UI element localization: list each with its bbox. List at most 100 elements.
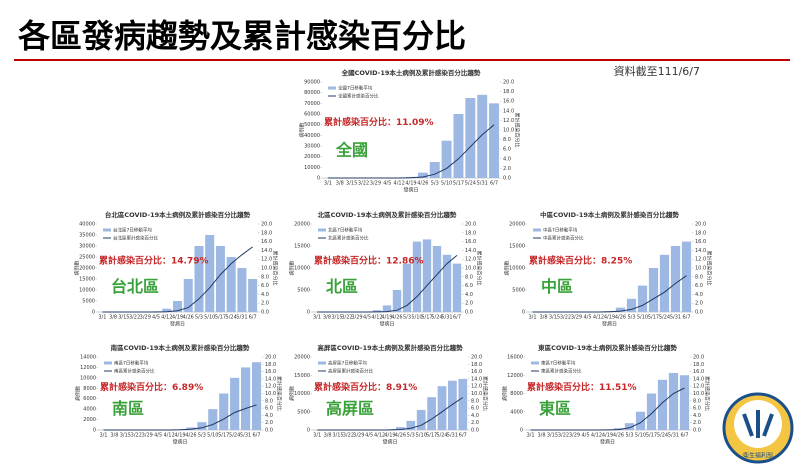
- y2-tick-label: 20.0: [503, 80, 514, 86]
- bar: [215, 246, 225, 312]
- x-tick-label: 3/22: [560, 315, 571, 321]
- y2-tick-label: 0.0: [265, 428, 273, 434]
- bar: [613, 428, 624, 430]
- y-tick-label: 0: [93, 428, 96, 434]
- x-tick-label: 5/31: [668, 433, 679, 439]
- annotation: 累計感染百分比：14.79%: [99, 254, 209, 266]
- cumulative-line: [317, 255, 458, 313]
- x-tick-label: 3/15: [547, 433, 558, 439]
- x-tick-label: 5/10: [441, 181, 452, 187]
- x-tick-label: 3/1: [528, 315, 536, 321]
- x-tick-label: 3/8: [110, 433, 118, 439]
- x-tick-label: 5/31: [236, 315, 247, 321]
- bar: [626, 298, 637, 312]
- y2-tick-label: 16.0: [471, 369, 482, 375]
- chart-title: 全國COVID-19本土病例及累計感染百分比趨勢: [341, 68, 481, 77]
- y2-tick-label: 14.0: [471, 376, 482, 382]
- x-tick-label: 3/22: [131, 433, 142, 439]
- y2-tick-label: 16.0: [261, 239, 272, 245]
- y-tick-label: 5000: [297, 409, 310, 415]
- x-tick-label: 3/15: [118, 315, 129, 321]
- y-tick-label: 8000: [83, 386, 96, 392]
- x-tick-label: 5/17: [453, 181, 464, 187]
- bar: [442, 254, 452, 312]
- x-axis-label: 發病日: [403, 187, 418, 194]
- x-tick-label: 5/17: [648, 315, 659, 321]
- y2-tick-label: 6.0: [693, 406, 701, 412]
- y2-tick-label: 14.0: [695, 248, 706, 254]
- chart: 高屏區COVID-19本土病例及累計感染百分比趨勢 0 5000 10000 15000…: [289, 343, 489, 446]
- x-tick-label: 5/24: [431, 315, 442, 321]
- y2-tick-label: 18.0: [503, 89, 514, 95]
- bar: [679, 375, 690, 430]
- y2-tick-label: 4.0: [471, 413, 479, 419]
- x-tick-label: 4/12: [374, 433, 385, 439]
- x-tick-label: 4/26: [615, 315, 626, 321]
- x-tick-label: 6/7: [680, 433, 688, 439]
- legend-label: 台北區累計感染百分比: [113, 235, 158, 242]
- cumulative-line: [103, 404, 257, 431]
- region-label: 北區: [326, 277, 358, 296]
- x-tick-label: 4/26: [417, 181, 428, 187]
- x-tick-label: 6/7: [490, 181, 498, 187]
- y-tick-label: 10000: [304, 165, 320, 171]
- y-tick-label: 0: [307, 310, 310, 316]
- x-tick-label: 3/8: [539, 315, 547, 321]
- chart-title: 中區COVID-19本土病例及累計感染百分比趨勢: [540, 210, 679, 219]
- bar: [452, 263, 462, 312]
- y2-tick-label: 18.0: [693, 362, 704, 368]
- x-tick-label: 4/19: [384, 433, 395, 439]
- y2-tick-label: 2.0: [265, 420, 273, 426]
- bar: [208, 409, 218, 430]
- legend-label: 北區7日移動平均: [328, 227, 363, 234]
- x-tick-label: 3/22: [341, 315, 352, 321]
- annotation: 累計感染百分比：11.51%: [527, 381, 637, 393]
- x-tick-label: 3/29: [142, 433, 153, 439]
- y-tick-label: 40000: [79, 222, 95, 228]
- bar: [219, 393, 229, 430]
- x-tick-label: 5/24: [465, 181, 476, 187]
- bar: [427, 397, 436, 430]
- x-tick-label: 5/3: [407, 433, 415, 439]
- y2-tick-label: 20.0: [261, 222, 272, 228]
- y-tick-label: 20000: [294, 355, 310, 361]
- y2-tick-label: 18.0: [261, 230, 272, 236]
- y2-tick-label: 18.0: [265, 362, 276, 368]
- x-axis-label: 發病日: [172, 439, 187, 446]
- x-tick-label: 5/31: [447, 433, 458, 439]
- bar: [465, 98, 476, 178]
- y-tick-label: 10000: [79, 288, 95, 294]
- y2-tick-label: 4.0: [465, 292, 473, 298]
- y-tick-label: 0: [317, 176, 320, 182]
- x-tick-label: 4/19: [405, 181, 416, 187]
- y-tick-label: 15000: [79, 277, 95, 283]
- y2-tick-label: 20.0: [695, 222, 706, 228]
- y-tick-label: 30000: [79, 244, 95, 250]
- legend-swatch: [104, 361, 112, 365]
- cumulative-line: [532, 275, 687, 313]
- legend-label: 台北區7日移動平均: [113, 227, 152, 234]
- x-tick-label: 3/29: [571, 315, 582, 321]
- legend-label: 南區7日移動平均: [114, 360, 149, 367]
- cumulative-line: [327, 124, 495, 179]
- y2-tick-label: 10.0: [503, 128, 514, 134]
- x-tick-label: 4/19: [174, 433, 185, 439]
- cumulative-line: [317, 397, 464, 431]
- y2-tick-label: 6.0: [261, 283, 269, 289]
- y-tick-label: 12000: [507, 373, 523, 379]
- y2-axis-label: 累計感染百分比: [476, 250, 483, 285]
- x-tick-label: 3/1: [324, 181, 332, 187]
- x-tick-label: 5/24: [659, 315, 670, 321]
- chart: 東區COVID-19本土病例及累計感染百分比趨勢 0 4000 8000 12000 16…: [502, 343, 711, 446]
- y2-tick-label: 4.0: [695, 292, 703, 298]
- y-tick-label: 10000: [509, 266, 525, 272]
- bar: [237, 268, 247, 312]
- y-tick-label: 0: [307, 428, 310, 434]
- x-tick-label: 4/12: [394, 181, 405, 187]
- x-axis-label: 發病日: [382, 439, 397, 446]
- y-axis-label: 病例數: [289, 260, 296, 275]
- x-tick-label: 6/7: [249, 315, 257, 321]
- x-tick-label: 4/12: [371, 315, 382, 321]
- bar: [162, 308, 172, 312]
